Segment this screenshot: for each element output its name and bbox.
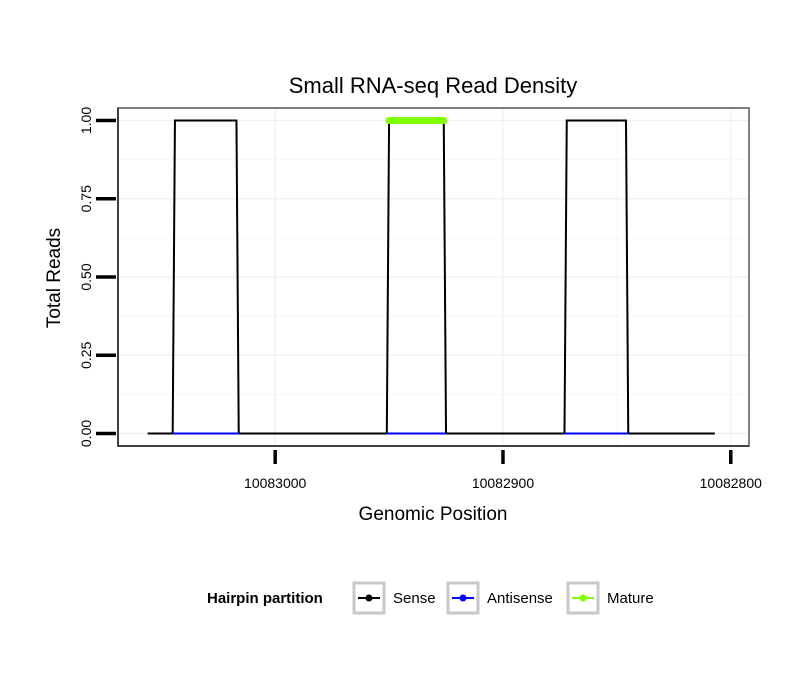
chart-title: Small RNA-seq Read Density [289,73,578,98]
y-axis: 0.00 0.25 0.50 0.75 1.00 [78,107,116,447]
y-tick-label: 0.00 [78,420,94,447]
legend-key-mature-point [579,594,587,602]
legend-title: Hairpin partition [207,590,323,607]
y-tick-label: 1.00 [78,107,94,134]
legend-key-sense-label: Sense [393,590,436,607]
legend-key-antisense-point [459,594,467,602]
legend-key-mature-label: Mature [607,590,654,607]
legend-key-sense-point [365,594,373,602]
x-axis: 10083000 10082900 10082800 [244,450,762,491]
x-tick-label: 10083000 [244,475,307,491]
x-tick-label: 10082900 [472,475,535,491]
y-axis-title: Total Reads [44,228,65,328]
y-tick-label: 0.25 [78,341,94,368]
grid-lines [118,108,749,446]
y-tick-label: 0.50 [78,263,94,290]
x-tick-label: 10082800 [700,475,763,491]
legend-key-antisense-label: Antisense [487,590,553,607]
data-marks [147,117,715,435]
legend: Hairpin partition Sense Antisense Mature [207,581,654,615]
y-tick-label: 0.75 [78,185,94,212]
x-axis-title: Genomic Position [359,504,508,525]
